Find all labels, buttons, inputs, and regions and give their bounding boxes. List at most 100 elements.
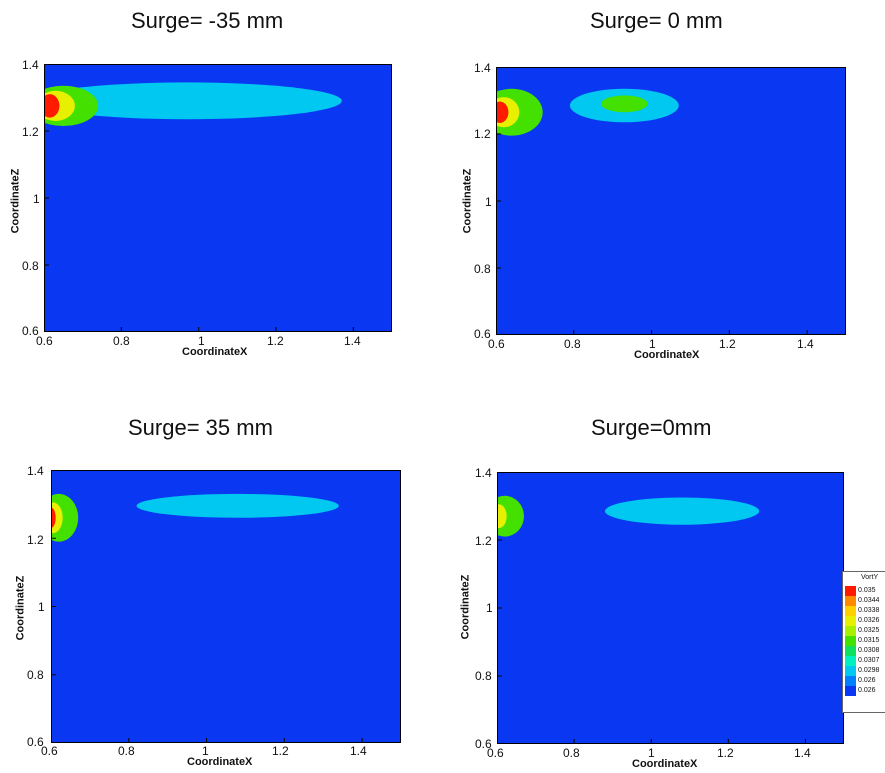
panel-2-y-tick-4: 1.4 xyxy=(474,61,491,75)
legend-swatch xyxy=(845,606,856,616)
panel-4-x-axis-label: CoordinateX xyxy=(632,758,698,770)
panel-3-y-tick-1: 0.8 xyxy=(27,668,44,682)
legend-swatch xyxy=(845,676,856,686)
panel-3-x-tick-4: 1.4 xyxy=(350,744,367,758)
panel-3-x-tick-0: 0.6 xyxy=(41,744,58,758)
panel-4-x-tick-3: 1.2 xyxy=(717,746,734,760)
legend-swatch xyxy=(845,596,856,606)
panel-1-y-tick-3: 1.2 xyxy=(22,125,39,139)
panel-2-title: Surge= 0 mm xyxy=(590,8,723,33)
panel-4-y-axis-label: CoordinateZ xyxy=(459,574,472,640)
legend-swatch xyxy=(845,636,856,646)
legend-entry: 0.0307 xyxy=(845,656,885,666)
legend-value: 0.0338 xyxy=(858,607,880,614)
legend-value: 0.026 xyxy=(858,687,876,694)
panel-1-x-tick-2: 1 xyxy=(198,334,205,348)
panel-4-y-tick-0: 0.6 xyxy=(475,737,492,751)
panel-4-y-tick-1: 0.8 xyxy=(475,669,492,683)
panel-4-x-tick-4: 1.4 xyxy=(794,746,811,760)
contour-region xyxy=(497,495,524,537)
panel-2-y-tick-0: 0.6 xyxy=(474,327,491,341)
legend-value: 0.0298 xyxy=(858,667,880,674)
contour-region xyxy=(82,85,253,112)
panel-1-y-tick-0: 0.6 xyxy=(22,324,39,338)
legend-entry: 0.026 xyxy=(845,686,885,696)
legend-swatch xyxy=(845,616,856,626)
panel-4-title: Surge=0mm xyxy=(591,415,712,440)
panel-1-y-tick-1: 0.8 xyxy=(22,259,39,273)
panel-2-y-tick-1: 0.8 xyxy=(474,262,491,276)
legend-entry: 0.0315 xyxy=(845,636,885,646)
panel-1-y-tick-4: 1.4 xyxy=(22,58,39,72)
legend-swatch xyxy=(845,646,856,656)
panel-3-x-axis-label: CoordinateX xyxy=(187,756,253,768)
contour-region xyxy=(496,101,509,123)
panel-3-title: Surge= 35 mm xyxy=(128,415,273,440)
colorbar-legend: VortY 0.035 0.0344 0.0338 0.0326 0.0325 … xyxy=(842,571,885,713)
panel-1-y-axis-label: CoordinateZ xyxy=(9,168,22,234)
legend-value: 0.035 xyxy=(858,587,876,594)
panel-2-x-tick-3: 1.2 xyxy=(719,337,736,351)
legend-value: 0.026 xyxy=(858,677,876,684)
contour-region xyxy=(229,495,324,513)
legend-value: 0.0308 xyxy=(858,647,880,654)
legend-swatch xyxy=(845,666,856,676)
panel-3-y-tick-4: 1.4 xyxy=(27,464,44,478)
panel-3-x-tick-3: 1.2 xyxy=(272,744,289,758)
panel-4-plot-area xyxy=(497,472,844,744)
panel-2-x-tick-2: 1 xyxy=(649,337,656,351)
panel-1-plot-area xyxy=(44,64,392,332)
contour-region xyxy=(497,504,507,529)
legend-swatch xyxy=(845,626,856,636)
panel-2-y-axis-label: CoordinateZ xyxy=(461,168,474,234)
panel-1-y-tick-2: 1 xyxy=(33,192,40,206)
legend-entry: 0.0344 xyxy=(845,596,885,606)
panel-4-y-tick-4: 1.4 xyxy=(475,466,492,480)
contour-region xyxy=(658,499,737,519)
legend-entry: 0.0325 xyxy=(845,626,885,636)
panel-2-x-axis-label: CoordinateX xyxy=(634,349,700,361)
panel-3-x-tick-1: 0.8 xyxy=(118,744,135,758)
legend-swatch xyxy=(845,586,856,596)
legend-swatch xyxy=(845,656,856,666)
legend-entry: 0.0308 xyxy=(845,646,885,656)
legend-swatch xyxy=(845,686,856,696)
panel-3-plot-area xyxy=(51,470,401,743)
legend-value: 0.0326 xyxy=(858,617,880,624)
panel-1-x-tick-4: 1.4 xyxy=(344,334,361,348)
panel-2-plot-area xyxy=(496,67,846,335)
panel-1-title: Surge= -35 mm xyxy=(131,8,284,33)
legend-entry: 0.035 xyxy=(845,586,885,596)
contour-region xyxy=(51,507,56,529)
panel-4-x-tick-2: 1 xyxy=(648,746,655,760)
legend-entry: 0.026 xyxy=(845,676,885,686)
panel-4-x-tick-1: 0.8 xyxy=(563,746,580,760)
legend-entry: 0.0298 xyxy=(845,666,885,676)
panel-1-x-axis-label: CoordinateX xyxy=(182,346,248,358)
panel-2-y-tick-2: 1 xyxy=(485,195,492,209)
panel-3-y-axis-label: CoordinateZ xyxy=(14,575,27,641)
panel-3-y-tick-2: 1 xyxy=(38,600,45,614)
legend-value: 0.0325 xyxy=(858,627,880,634)
panel-2-x-tick-0: 0.6 xyxy=(488,337,505,351)
legend-title: VortY xyxy=(861,574,879,581)
panel-1-x-tick-1: 0.8 xyxy=(113,334,130,348)
legend-value: 0.0307 xyxy=(858,657,880,664)
legend-value: 0.0315 xyxy=(858,637,880,644)
contour-region xyxy=(601,95,648,113)
panel-3-x-tick-2: 1 xyxy=(202,744,209,758)
contour-region xyxy=(44,94,60,118)
panel-4-y-tick-2: 1 xyxy=(486,601,493,615)
panel-3-y-tick-3: 1.2 xyxy=(27,533,44,547)
panel-1-x-tick-3: 1.2 xyxy=(267,334,284,348)
legend-value: 0.0344 xyxy=(858,597,880,604)
panel-3-y-tick-0: 0.6 xyxy=(27,735,44,749)
panel-2-y-tick-3: 1.2 xyxy=(474,127,491,141)
panel-2-x-tick-4: 1.4 xyxy=(797,337,814,351)
panel-2-x-tick-1: 0.8 xyxy=(564,337,581,351)
panel-4-y-tick-3: 1.2 xyxy=(475,534,492,548)
panel-1-x-tick-0: 0.6 xyxy=(36,334,53,348)
panel-4-x-tick-0: 0.6 xyxy=(487,746,504,760)
legend-entry: 0.0326 xyxy=(845,616,885,626)
legend-entry: 0.0338 xyxy=(845,606,885,616)
